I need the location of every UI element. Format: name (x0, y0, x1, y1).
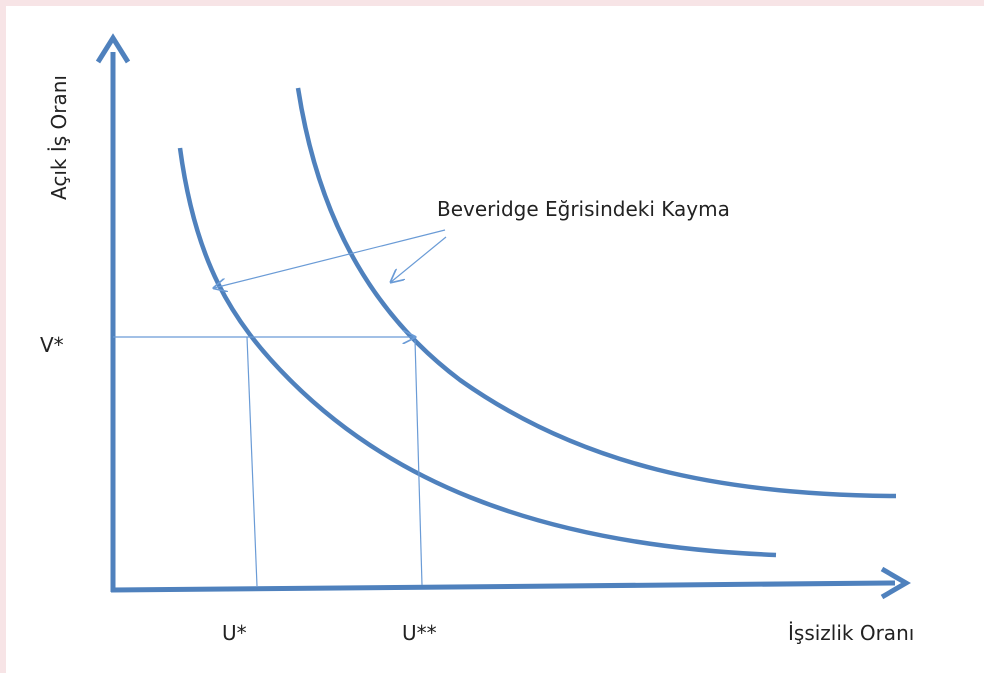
x-axis-arrow (880, 566, 911, 600)
v-star-label: V* (40, 333, 64, 357)
annotation: Beveridge Eğrisindeki Kayma (437, 197, 730, 221)
shift-arrow-1 (214, 229, 446, 288)
beveridge-curve-1 (177, 147, 777, 558)
shift-arrow-2 (391, 236, 447, 282)
background (6, 6, 984, 673)
beveridge-curve-2 (295, 87, 897, 499)
y-axis-arrow (95, 33, 131, 64)
x-axis (110, 580, 896, 593)
u-double-star-line (414, 339, 423, 586)
y-axis-label: Açık İş Oranı (47, 75, 71, 200)
u-star-label: U* (222, 621, 247, 645)
u-star-line (246, 336, 258, 587)
u-double-star-label: U** (402, 621, 437, 645)
x-axis-label: İşsizlik Oranı (788, 621, 914, 645)
